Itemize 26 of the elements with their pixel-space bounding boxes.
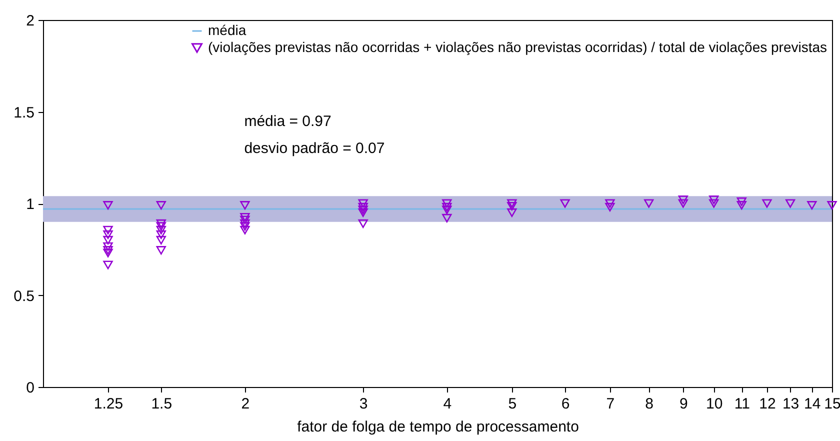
annotation: desvio padrão = 0.07 — [244, 140, 385, 157]
legend-label: média — [208, 22, 246, 38]
x-tick-label: 2 — [241, 396, 250, 412]
x-tick-label: 8 — [645, 396, 654, 412]
x-tick-label: 4 — [443, 396, 452, 412]
x-tick-label: 13 — [782, 396, 800, 412]
x-tick-label: 10 — [706, 396, 723, 412]
legend-label: (violações previstas não ocorridas + violações não previstas ocorridas) / total de violações previstas — [208, 39, 828, 55]
x-axis-title: fator de folga de tempo de processamento — [297, 418, 579, 436]
x-tick-label: 12 — [759, 396, 776, 412]
y-tick-label: 1.5 — [14, 104, 34, 122]
x-tick-label: 14 — [804, 396, 821, 412]
y-tick-label: 0.5 — [14, 288, 34, 305]
y-tick-label: 2 — [26, 12, 34, 30]
x-tick-label: 1.5 — [151, 396, 172, 412]
x-tick-label: 3 — [359, 396, 368, 412]
y-tick-label: 1 — [26, 196, 34, 213]
x-tick-label: 1.25 — [94, 396, 124, 412]
x-tick-label: 15 — [824, 396, 840, 412]
x-tick-label: 5 — [508, 396, 517, 412]
y-tick-label: 0 — [26, 380, 34, 396]
x-tick-label: 7 — [606, 396, 615, 412]
x-tick-label: 11 — [734, 396, 750, 412]
x-tick-label: 9 — [679, 396, 688, 412]
annotation: média = 0.97 — [244, 112, 332, 130]
x-tick-label: 6 — [561, 396, 570, 412]
